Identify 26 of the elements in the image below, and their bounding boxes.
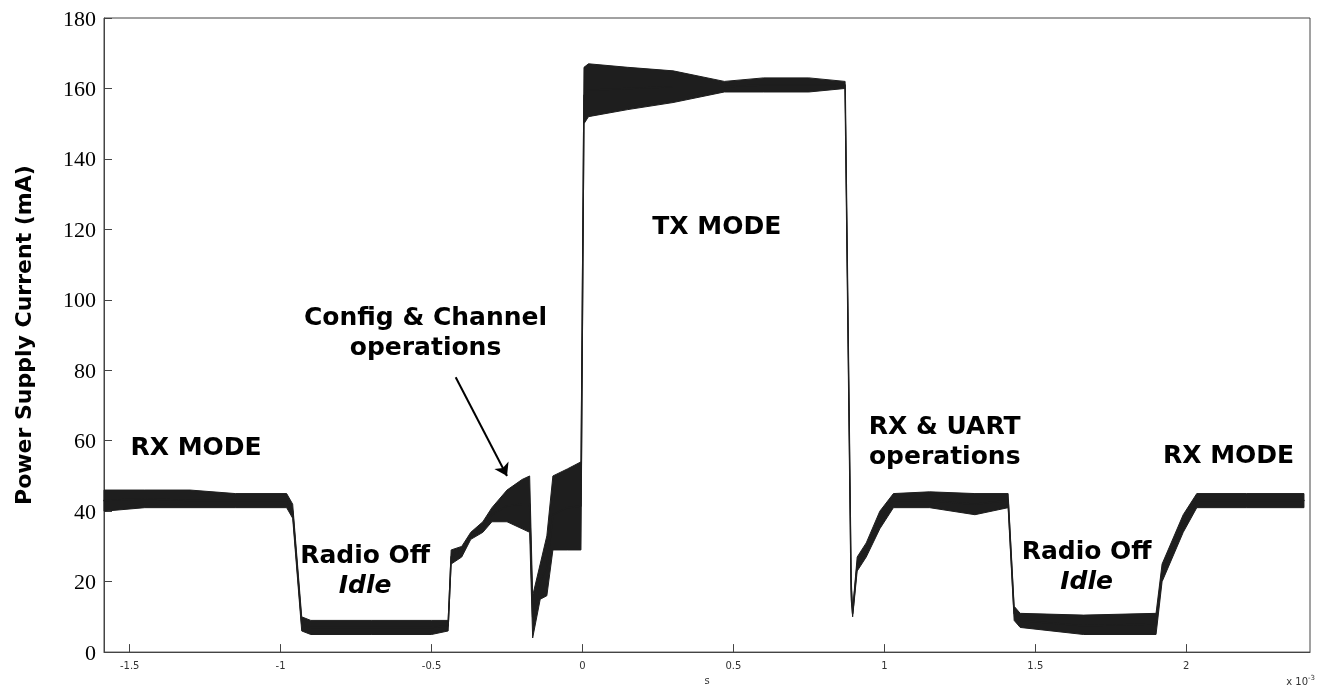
x-tick-label: 0 bbox=[579, 659, 586, 671]
x-tick-label: 1.5 bbox=[1027, 659, 1044, 671]
y-tick-label: 180 bbox=[63, 5, 96, 31]
annotation: Radio Off Idle bbox=[1021, 536, 1153, 596]
x-tick-label: -1.5 bbox=[119, 659, 140, 671]
annotation: RX MODE bbox=[130, 431, 262, 461]
y-tick-label: 100 bbox=[63, 287, 96, 313]
annotation: Radio Off Idle bbox=[300, 539, 431, 599]
annotation: RX & UART operations bbox=[868, 411, 1021, 471]
y-tick-label: 60 bbox=[74, 428, 96, 454]
y-tick-label: 20 bbox=[74, 569, 96, 595]
annotation: TX MODE bbox=[652, 211, 782, 241]
x-tick-label: 0.5 bbox=[725, 659, 742, 671]
x-tick-label: -1 bbox=[275, 659, 286, 671]
y-tick-label: 160 bbox=[63, 75, 96, 101]
x-axis-title: s bbox=[704, 674, 710, 686]
annotation: Config & Channel operations bbox=[303, 302, 548, 362]
annotation: RX MODE bbox=[1162, 440, 1295, 470]
x-tick-label: -0.5 bbox=[421, 659, 442, 671]
x-tick-label: 2 bbox=[1183, 659, 1190, 671]
y-axis-title: Power Supply Current (mA) bbox=[10, 165, 36, 505]
y-tick-label: 120 bbox=[63, 216, 96, 242]
y-tick-label: 140 bbox=[63, 146, 96, 172]
y-tick-label: 80 bbox=[74, 357, 96, 383]
x-tick-label: 1 bbox=[881, 659, 888, 671]
y-tick-label: 40 bbox=[74, 498, 96, 524]
